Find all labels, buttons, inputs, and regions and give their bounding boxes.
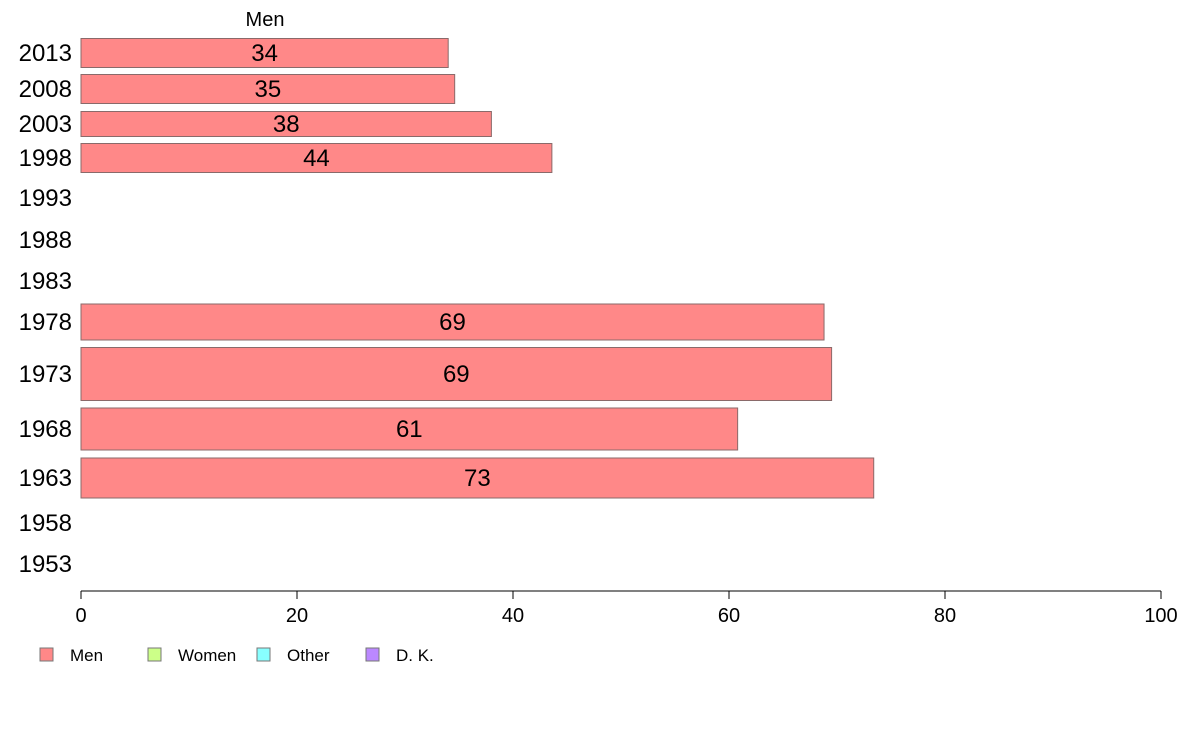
legend-swatch-other [256,647,271,662]
legend-label-women: Women [178,646,236,665]
y-tick-label-1953: 1953 [19,551,72,578]
data-label-1968: 61 [396,416,423,443]
y-tick-label-1963: 1963 [19,465,72,492]
bar-1998 [80,143,553,173]
legend-swatch-men [39,647,54,662]
x-axis-ticks: 0 20 40 60 80 100 [75,591,1178,627]
y-tick-label-1983: 1983 [19,268,72,295]
y-tick-label-2003: 2003 [19,111,72,138]
bar-1963 [80,457,875,499]
y-tick-label-1978: 1978 [19,309,72,336]
bar-1978 [80,303,825,341]
x-tick-label-80: 80 [934,605,956,627]
bar-2008 [80,74,456,104]
bar-1968 [80,407,739,451]
data-label-1998: 44 [303,145,330,172]
y-tick-label-2013: 2013 [19,40,72,67]
legend-label-other: Other [287,646,330,665]
data-label-2008: 35 [254,76,281,103]
x-tick-label-100: 100 [1144,605,1177,627]
y-axis-labels: 2013 2008 2003 1998 1993 1988 1983 1978 1973 1968… [19,40,72,578]
legend-swatch-dk [365,647,380,662]
bar-2003 [80,111,492,137]
legend-swatch-women [147,647,162,662]
y-tick-label-1998: 1998 [19,145,72,172]
data-label-1978: 69 [439,309,466,336]
data-label-2003: 38 [273,111,300,138]
x-tick-label-20: 20 [286,605,308,627]
x-tick-label-60: 60 [718,605,740,627]
data-label-2013: 34 [251,40,278,67]
y-tick-label-1973: 1973 [19,361,72,388]
series-header: Men [246,9,285,31]
y-tick-label-1988: 1988 [19,227,72,254]
legend: Men Women Other D. K. [39,646,434,665]
data-label-1973: 69 [443,361,470,388]
y-tick-label-1993: 1993 [19,185,72,212]
legend-label-men: Men [70,646,103,665]
x-tick-label-0: 0 [75,605,86,627]
y-tick-label-1958: 1958 [19,510,72,537]
legend-label-dk: D. K. [396,646,434,665]
bar-2013 [80,38,449,68]
y-tick-label-1968: 1968 [19,416,72,443]
bar-1973 [80,347,833,401]
x-tick-label-40: 40 [502,605,524,627]
data-label-1963: 73 [464,465,491,492]
y-tick-label-2008: 2008 [19,76,72,103]
